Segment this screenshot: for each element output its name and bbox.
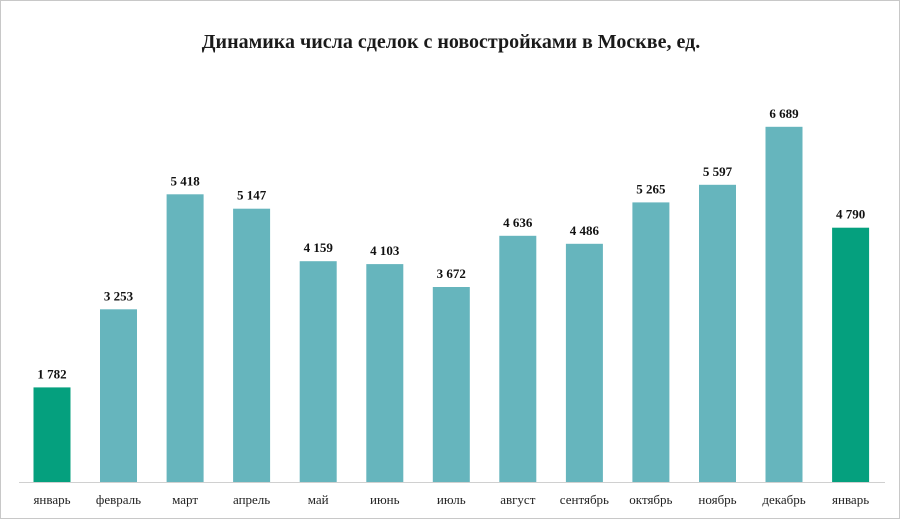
category-label-3: апрель bbox=[233, 492, 270, 507]
category-label-0: январь bbox=[33, 492, 70, 507]
category-label-9: октябрь bbox=[629, 492, 672, 507]
data-label-10: 5 597 bbox=[703, 164, 733, 179]
bar-2 bbox=[166, 194, 204, 483]
category-label-10: ноябрь bbox=[698, 492, 736, 507]
bar-7 bbox=[499, 235, 537, 482]
data-label-12: 4 790 bbox=[836, 207, 865, 222]
category-label-2: март bbox=[172, 492, 198, 507]
bar-6 bbox=[432, 287, 470, 482]
data-label-4: 4 159 bbox=[304, 240, 334, 255]
bar-10 bbox=[699, 184, 736, 483]
chart-title: Динамика числа сделок с новостройками в … bbox=[201, 31, 701, 53]
bar-8 bbox=[565, 243, 603, 482]
bar-12 bbox=[832, 227, 870, 482]
bar-0 bbox=[33, 387, 71, 482]
category-label-12: январь bbox=[832, 492, 869, 507]
bar-4 bbox=[299, 261, 337, 482]
category-label-7: август bbox=[500, 492, 536, 507]
bar-5 bbox=[366, 264, 404, 482]
data-label-0: 1 782 bbox=[37, 366, 66, 381]
data-label-2: 5 418 bbox=[170, 173, 200, 188]
category-label-6: июль bbox=[437, 492, 466, 507]
data-label-1: 3 253 bbox=[104, 288, 134, 303]
data-label-11: 6 689 bbox=[769, 106, 799, 121]
data-label-5: 4 103 bbox=[370, 243, 400, 258]
data-label-6: 3 672 bbox=[437, 266, 466, 281]
data-label-7: 4 636 bbox=[503, 215, 533, 230]
category-label-5: июнь bbox=[370, 492, 400, 507]
bar-3 bbox=[233, 208, 271, 482]
data-label-8: 4 486 bbox=[570, 223, 600, 238]
bar-11 bbox=[765, 126, 803, 483]
data-label-9: 5 265 bbox=[636, 181, 666, 196]
category-label-11: декабрь bbox=[762, 492, 805, 507]
category-label-4: май bbox=[308, 492, 329, 507]
bar-1 bbox=[100, 309, 137, 482]
data-label-3: 5 147 bbox=[237, 188, 267, 203]
bar-9 bbox=[632, 202, 670, 482]
category-label-1: февраль bbox=[96, 492, 141, 507]
category-label-8: сентябрь bbox=[560, 492, 609, 507]
